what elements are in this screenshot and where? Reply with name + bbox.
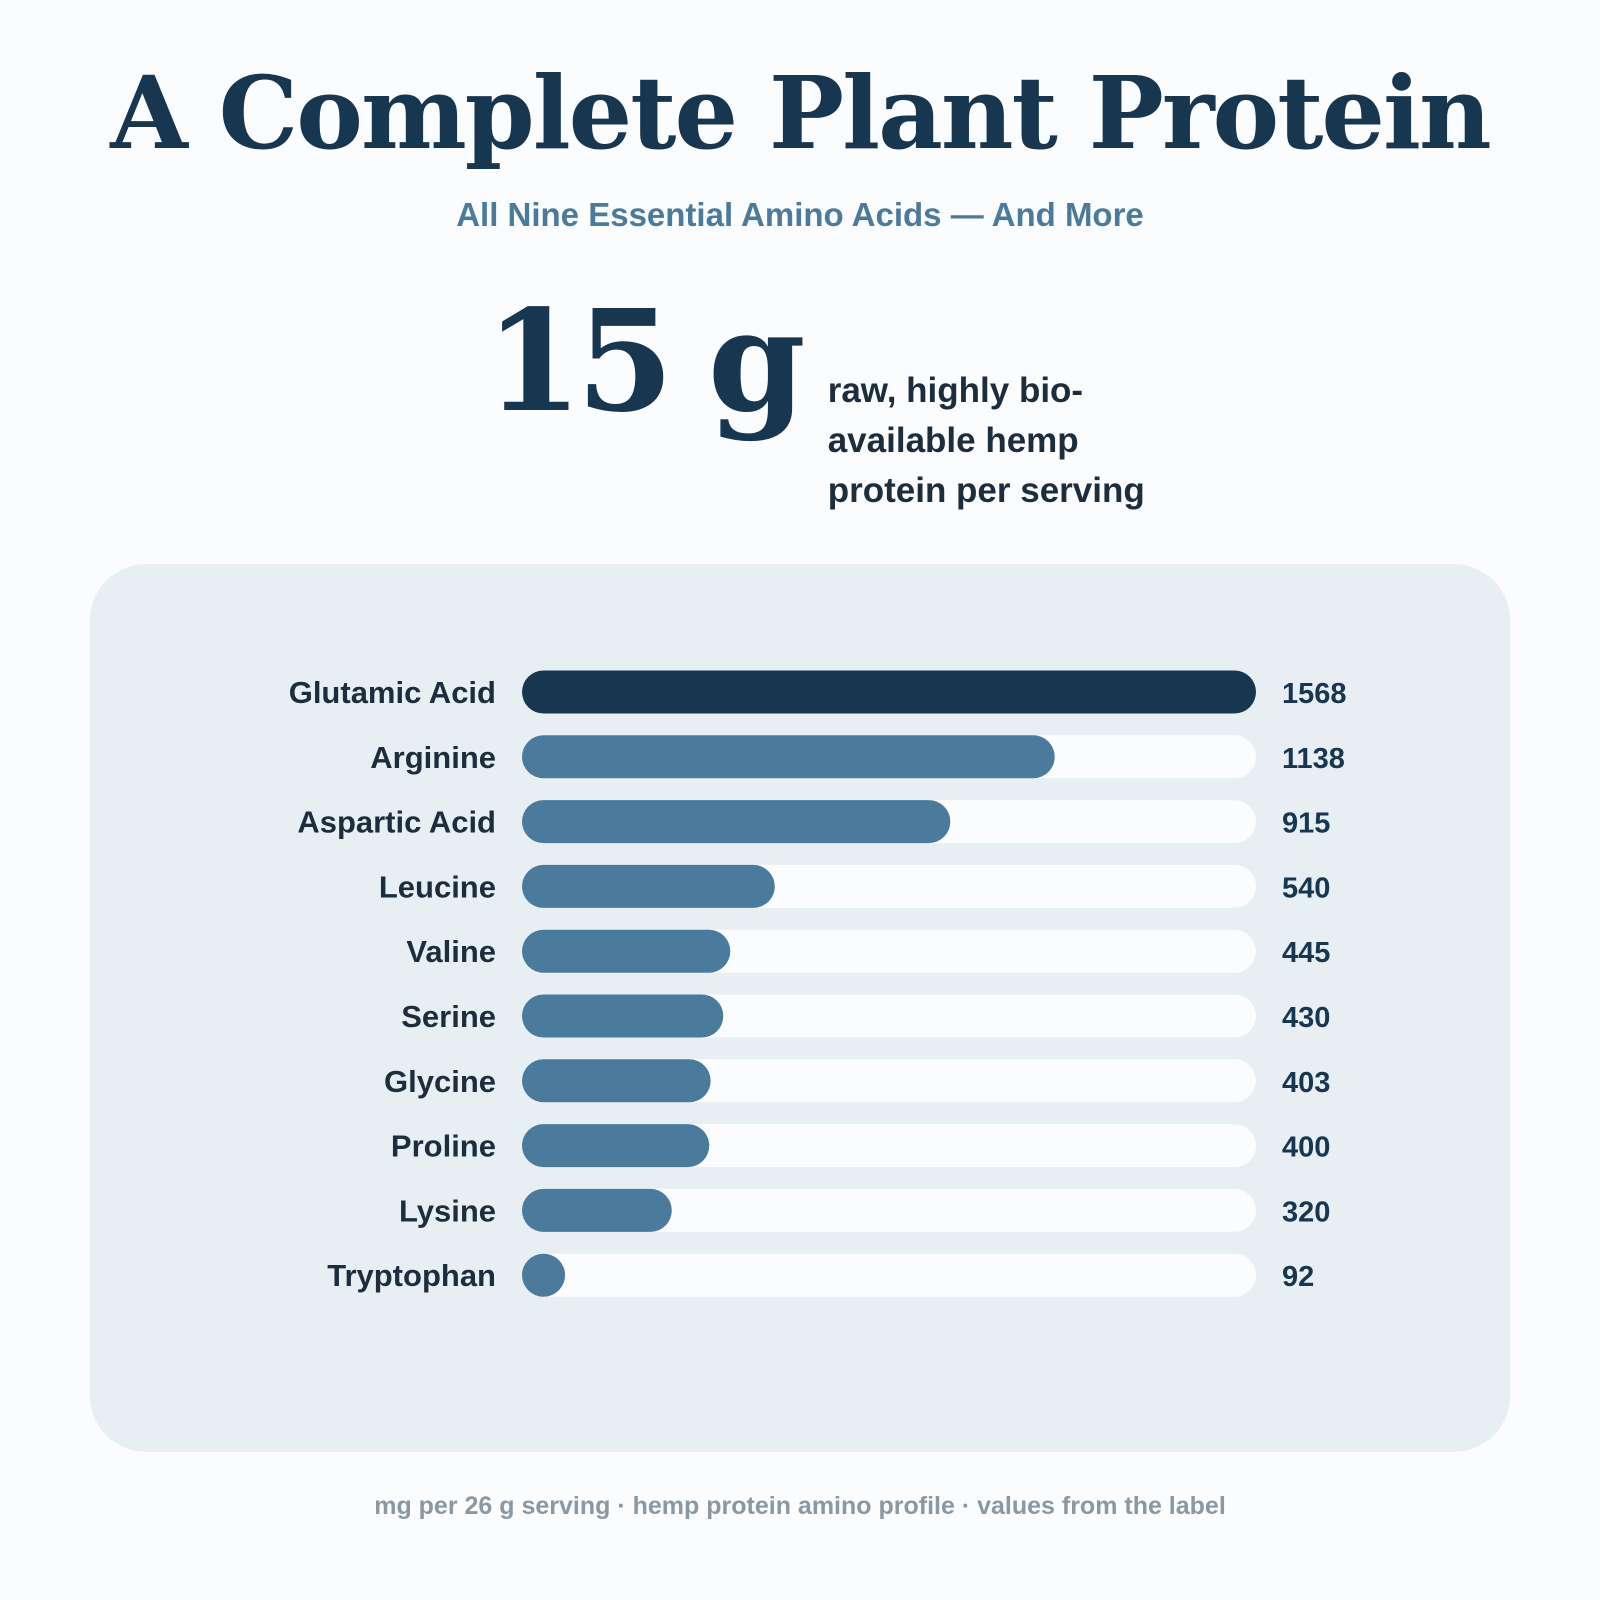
protein-stat: 15 g raw, highly bio-available hemp prot… xyxy=(485,292,1168,516)
page-title: A Complete Plant Protein xyxy=(110,54,1491,172)
stat-description: raw, highly bio-available hemp protein p… xyxy=(827,371,1145,510)
bar-track-lysine xyxy=(522,1188,1256,1232)
bar-value-glycine: 403 xyxy=(1282,1067,1330,1099)
bar-label-lysine: Lysine xyxy=(399,1193,496,1228)
bar-track-tryptophan xyxy=(522,1253,1256,1297)
bar-value-glutamic-acid: 1568 xyxy=(1282,678,1347,710)
stat-unit: g xyxy=(707,280,806,444)
page-subtitle: All Nine Essential Amino Acids — And Mor… xyxy=(456,196,1144,233)
bar-value-leucine: 540 xyxy=(1282,872,1330,904)
bar-value-serine: 430 xyxy=(1282,1002,1330,1034)
amino-acid-bar-chart: Glutamic Acid 1568 Arginine 1138 Aspartic Ac… xyxy=(289,670,1347,1297)
bar-value-aspartic-acid: 915 xyxy=(1282,808,1330,840)
bar-value-lysine: 320 xyxy=(1282,1196,1330,1228)
bar-label-aspartic-acid: Aspartic Acid xyxy=(297,805,496,840)
bar-proline xyxy=(522,1124,710,1168)
bar-label-glycine: Glycine xyxy=(384,1064,496,1099)
bar-value-valine: 445 xyxy=(1282,937,1330,969)
bar-label-glutamic-acid: Glutamic Acid xyxy=(289,675,496,710)
bar-label-proline: Proline xyxy=(391,1129,496,1164)
bar-serine xyxy=(522,994,724,1038)
bar-glutamic-acid xyxy=(522,670,1256,714)
bar-aspartic-acid xyxy=(522,800,951,844)
bar-leucine xyxy=(522,864,775,908)
bar-label-leucine: Leucine xyxy=(379,869,496,904)
footer-note: mg per 26 g serving · hemp protein amino… xyxy=(374,1492,1226,1520)
chart-panel: Glutamic Acid 1568 Arginine 1138 Aspartic Ac… xyxy=(90,564,1510,1452)
bar-arginine xyxy=(522,735,1055,779)
bar-value-arginine: 1138 xyxy=(1282,743,1345,775)
bar-value-proline: 400 xyxy=(1282,1132,1330,1164)
bar-label-arginine: Arginine xyxy=(370,740,496,775)
stat-number: 15 xyxy=(485,280,674,444)
bar-label-valine: Valine xyxy=(406,934,496,969)
bar-label-tryptophan: Tryptophan xyxy=(327,1258,496,1293)
bar-value-tryptophan: 92 xyxy=(1282,1261,1314,1293)
bar-tryptophan xyxy=(522,1253,566,1297)
bar-label-serine: Serine xyxy=(401,999,496,1034)
bar-glycine xyxy=(522,1059,711,1103)
bar-lysine xyxy=(522,1188,672,1232)
bar-valine xyxy=(522,929,731,973)
